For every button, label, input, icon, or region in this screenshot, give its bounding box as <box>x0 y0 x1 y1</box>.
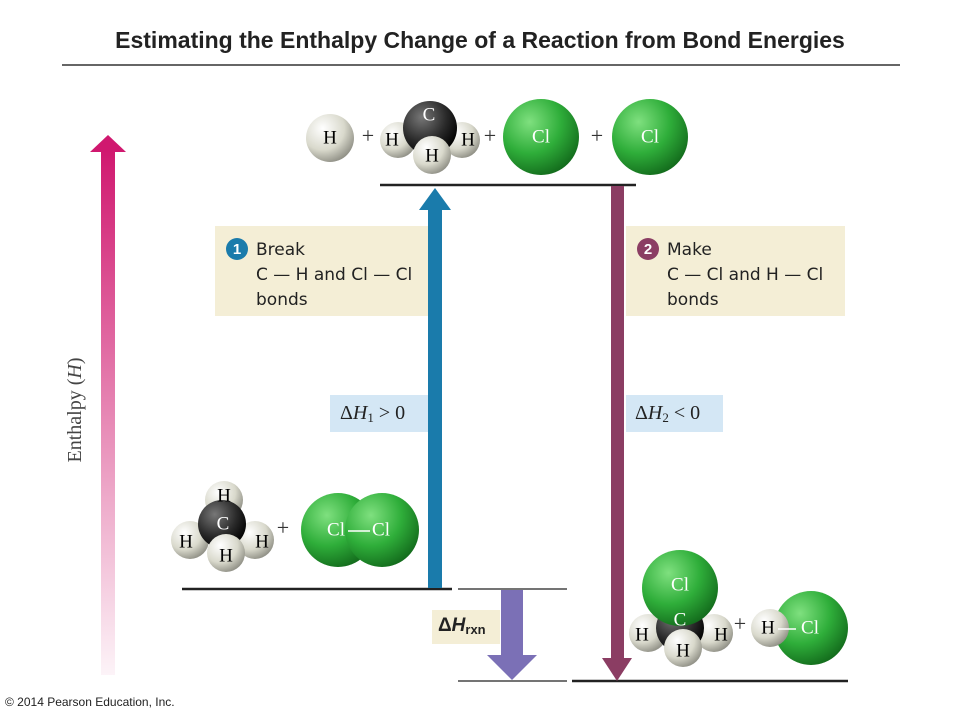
rxn-arrow-head <box>487 655 537 680</box>
axis-label-text: Enthalpy ( <box>64 378 86 462</box>
atom-label: H <box>425 145 439 166</box>
atom-label: H <box>385 129 399 150</box>
atom-label: H <box>714 624 728 645</box>
axis-shaft <box>101 150 115 675</box>
step-text: C — Cl and H — Cl <box>667 265 823 285</box>
break-arrow <box>428 208 442 588</box>
relation: > 0 <box>374 402 405 424</box>
delta-symbol: Δ <box>438 615 452 636</box>
atom-label: H <box>761 617 775 638</box>
plus: + <box>591 123 603 148</box>
atom-h <box>695 614 733 652</box>
atom-label: Cl <box>327 519 345 540</box>
delta-box <box>432 610 500 644</box>
enthalpy-symbol: H <box>647 402 664 424</box>
delta-box <box>626 395 723 432</box>
plus: + <box>734 611 746 636</box>
step-number: 2 <box>644 241 652 258</box>
atom-label: Cl <box>372 519 390 540</box>
atom-h <box>236 521 274 559</box>
delta-box <box>330 395 428 432</box>
step-box <box>215 226 428 316</box>
step-box <box>626 226 845 316</box>
atom-label: C <box>423 104 436 125</box>
plus: + <box>362 123 374 148</box>
delta-h-rxn: ΔHrxn <box>438 615 486 637</box>
atom-cl <box>612 99 688 175</box>
step-text: bonds <box>256 290 308 310</box>
plus: + <box>277 515 289 540</box>
delta-symbol: Δ <box>340 402 353 424</box>
atom-label: Cl <box>532 126 550 147</box>
atom-h <box>664 629 702 667</box>
atom-cl <box>345 493 419 567</box>
copyright: © 2014 Pearson Education, Inc. <box>5 695 175 709</box>
atom-label: C <box>217 513 230 534</box>
atom-label: H <box>676 640 690 661</box>
delta-h1: ΔH1 > 0 <box>340 402 405 425</box>
atom-label: H <box>461 129 475 150</box>
atom-h <box>207 534 245 572</box>
atom-label: H <box>323 127 337 148</box>
top-molecules: H + C H H H + Cl + Cl <box>306 99 688 175</box>
relation: < 0 <box>669 402 700 424</box>
delta-symbol: Δ <box>635 402 648 424</box>
axis-label-symbol: H <box>64 363 86 380</box>
step-badge <box>226 238 248 260</box>
step-badge <box>637 238 659 260</box>
atom-h <box>306 114 354 162</box>
title: Estimating the Enthalpy Change of a Reac… <box>115 27 845 53</box>
axis-label-text: ) <box>64 358 86 365</box>
atom-cl <box>503 99 579 175</box>
atom-label: H <box>255 531 269 552</box>
atom-h <box>751 609 789 647</box>
subscript: rxn <box>465 622 485 637</box>
axis-head <box>90 135 126 152</box>
step-text: C — H and Cl — Cl <box>256 265 412 285</box>
step-text: Break <box>256 240 305 260</box>
subscript: 2 <box>662 410 669 425</box>
axis-label: Enthalpy (H) <box>64 358 86 463</box>
atom-label: H <box>179 531 193 552</box>
atom-h <box>413 136 451 174</box>
atom-cl <box>642 550 718 626</box>
break-arrow-head <box>419 188 451 210</box>
atom-label: C <box>674 609 687 630</box>
step-text: bonds <box>667 290 719 310</box>
step-text: Make <box>667 240 712 260</box>
atom-label: Cl <box>671 574 689 595</box>
atom-cl <box>774 591 848 665</box>
product-molecules: Cl C H H H + H Cl <box>629 550 848 667</box>
enthalpy-symbol: H <box>352 402 369 424</box>
atom-label: Cl <box>801 617 819 638</box>
enthalpy-symbol: H <box>452 615 467 636</box>
delta-h2: ΔH2 < 0 <box>635 402 700 425</box>
atom-label: H <box>217 485 231 506</box>
plus: + <box>484 123 496 148</box>
reactant-molecules: H H H H C + Cl Cl <box>171 481 419 572</box>
atom-label: H <box>219 545 233 566</box>
make-arrow-head <box>602 658 632 681</box>
subscript: 1 <box>367 410 374 425</box>
make-arrow <box>611 186 624 661</box>
step-number: 1 <box>233 241 241 258</box>
rxn-arrow <box>501 590 523 656</box>
atom-label: Cl <box>641 126 659 147</box>
atom-label: H <box>635 624 649 645</box>
